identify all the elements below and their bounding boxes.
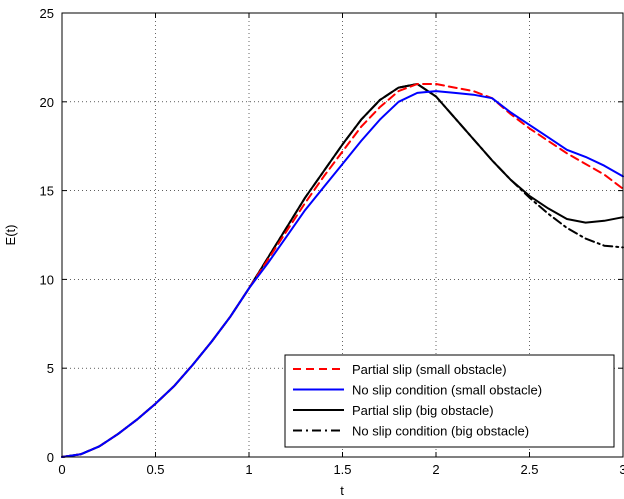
y-tick-label: 10	[40, 272, 54, 287]
legend-label-1: Partial slip (small obstacle)	[352, 362, 507, 377]
y-tick-label: 25	[40, 6, 54, 21]
legend-label-3: Partial slip (big obstacle)	[352, 403, 494, 418]
y-axis-label: E(t)	[3, 225, 18, 246]
legend-label-2: No slip condition (small obstacle)	[352, 383, 542, 398]
x-tick-label: 1.5	[333, 462, 351, 477]
series-line-2	[61, 90, 624, 458]
legend-box	[284, 354, 615, 448]
series-layer	[61, 83, 624, 458]
x-tick-label: 1	[245, 462, 252, 477]
x-tick-label: 0.5	[146, 462, 164, 477]
x-tick-label: 0	[58, 462, 65, 477]
x-tick-label: 2	[432, 462, 439, 477]
y-tick-label: 5	[47, 361, 54, 376]
legend: Partial slip (small obstacle) No slip con…	[284, 354, 615, 448]
y-tick-label: 20	[40, 95, 54, 110]
x-tick-label: 2.5	[520, 462, 538, 477]
legend-label-4: No slip condition (big obstacle)	[352, 424, 529, 439]
y-tick-label: 0	[47, 450, 54, 465]
y-tick-label: 15	[40, 184, 54, 199]
x-tick-label: 3	[619, 462, 624, 477]
x-axis-label: t	[340, 483, 344, 498]
axis-ticks: 0 0.5 1 1.5 2 2.5 3 0 5 10 15 20 25	[40, 6, 624, 477]
